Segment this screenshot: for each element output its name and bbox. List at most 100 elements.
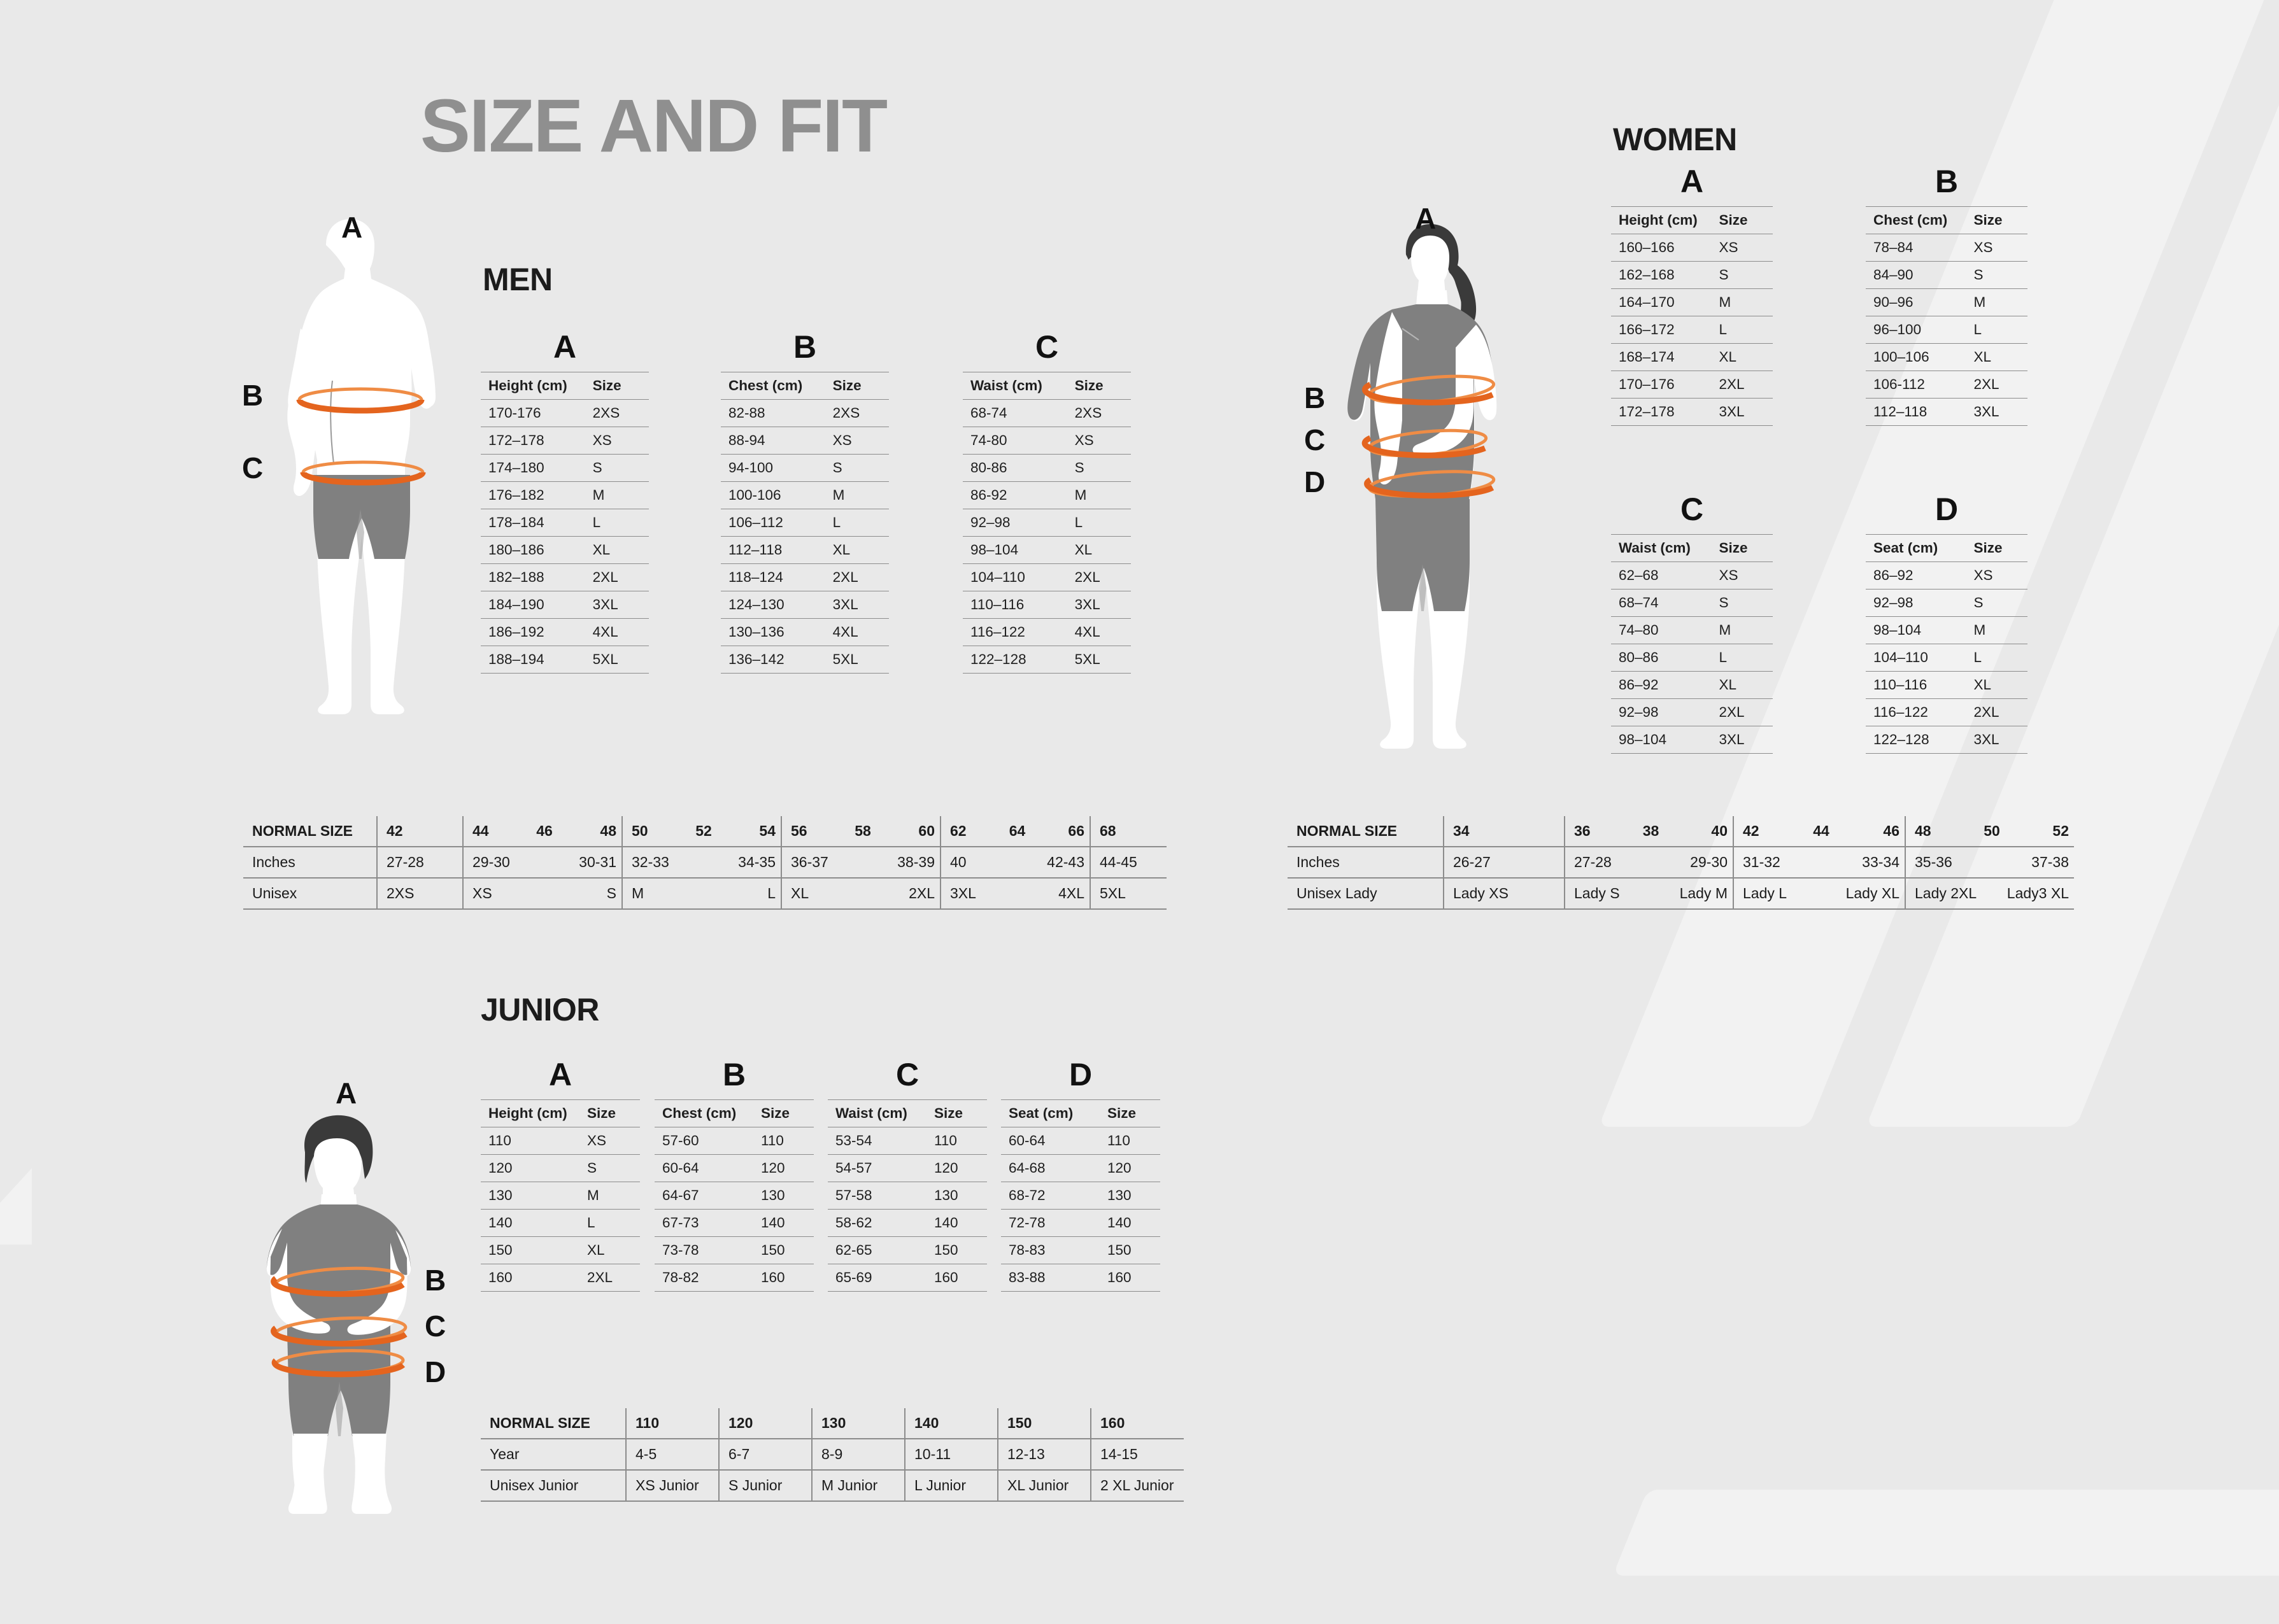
cell-measure: 110 [481, 1127, 579, 1155]
normal-size-value: XS Junior [635, 1477, 699, 1493]
cell-size: 5XL [825, 646, 889, 674]
normal-size-value: Lady 2XL [1915, 885, 1977, 901]
cell-size: XL [1711, 343, 1773, 371]
junior-measurement-table-b: B Chest (cm) Size 57-60 110 60-64 120 64-67 1… [655, 1059, 814, 1292]
junior-figure-label-a: A [336, 1077, 357, 1110]
women-measurement-table-b: B Chest (cm) Size 78–84 XS 84–90 S 90–96 M 96–… [1866, 166, 2027, 426]
cell-size: XL [1966, 343, 2027, 371]
normal-size-value: M Junior [821, 1477, 878, 1493]
normal-size-cell: 140 [904, 1408, 998, 1439]
junior-figure-label-c: C [425, 1310, 446, 1343]
cell-size: 160 [753, 1264, 814, 1292]
cell-size: S [1966, 589, 2027, 617]
normal-size-cell: M Junior [811, 1470, 905, 1502]
normal-size-value: S Junior [728, 1477, 783, 1493]
normal-size-value: 10-11 [914, 1446, 951, 1462]
cell-measure: 162–168 [1611, 261, 1712, 289]
cell-size: XS [825, 427, 889, 455]
normal-size-cell: 27-28 29-30 [1564, 847, 1733, 879]
junior-figure-label-d: D [425, 1355, 446, 1388]
cell-measure: 94-100 [721, 454, 825, 482]
normal-size-value: XL Junior [1007, 1477, 1069, 1493]
cell-size: 160 [1100, 1264, 1160, 1292]
cell-size: M [579, 1182, 640, 1210]
cell-size: 120 [753, 1154, 814, 1182]
cell-size: 120 [1100, 1154, 1160, 1182]
normal-size-cell: 42 [376, 816, 463, 847]
normal-size-row: NORMAL SIZE 110 120 130 140 150 160 [481, 1408, 1184, 1439]
measurement-table: Height (cm) Size 160–166 XS 162–168 S 164–17… [1611, 206, 1773, 426]
cell-measure: 68-72 [1001, 1182, 1100, 1210]
normal-size-value: 27-28 [387, 854, 424, 870]
cell-measure: 74–80 [1611, 616, 1712, 644]
table-row: 130–136 4XL [721, 618, 889, 646]
cell-size: 130 [1100, 1182, 1160, 1210]
cell-measure: 120 [481, 1154, 579, 1182]
women-figure-label-c: C [1304, 423, 1326, 456]
women-figure-label-b: B [1304, 381, 1326, 414]
section-heading-junior: JUNIOR [481, 992, 599, 1027]
column-header-size: Size [585, 372, 649, 400]
table-row: 72-78 140 [1001, 1209, 1160, 1237]
normal-size-value: 56 [791, 823, 807, 839]
table-row: 62–68 XS [1611, 561, 1773, 590]
normal-size-value: 27-28 [1574, 854, 1612, 870]
men-figure: A B C [242, 210, 446, 732]
table-row: 78–84 XS [1866, 234, 2027, 262]
table-letter: B [722, 1057, 746, 1092]
table-row: 84–90 S [1866, 261, 2027, 289]
cell-size: S [585, 454, 649, 482]
normal-size-cell: 29-30 30-31 [462, 847, 622, 879]
column-header-size: Size [1711, 534, 1773, 562]
normal-size-value: 30-31 [579, 854, 616, 870]
table-row: 64-67 130 [655, 1182, 814, 1210]
table-row: 98–104 M [1866, 616, 2027, 644]
table-row: 94-100 S [721, 454, 889, 482]
normal-size-value: 50 [1984, 823, 2000, 839]
cell-size: 130 [753, 1182, 814, 1210]
cell-measure: 112–118 [721, 536, 825, 564]
cell-measure: 172–178 [1611, 398, 1712, 426]
table-row: 104–110 L [1866, 644, 2027, 672]
table-row: 88-94 XS [721, 427, 889, 455]
table-row: 98–104 XL [963, 536, 1131, 564]
cell-size: 3XL [1966, 398, 2027, 426]
women-figure-label-a: A [1415, 202, 1437, 235]
cell-size: M [585, 481, 649, 509]
measurement-table: Seat (cm) Size 86–92 XS 92–98 S 98–104 M 104–1… [1866, 534, 2027, 754]
table-row: 104–110 2XL [963, 563, 1131, 591]
women-measurement-table-c: C Waist (cm) Size 62–68 XS 68–74 S 74–80 M 80–… [1611, 493, 1773, 754]
cell-size: 140 [927, 1209, 987, 1237]
normal-size-value: Lady XS [1453, 885, 1509, 901]
column-header-size: Size [927, 1099, 987, 1127]
normal-size-cell: XS Junior [625, 1470, 719, 1502]
normal-size-value: 42 [387, 823, 403, 839]
normal-size-cell: Lady S Lady M [1564, 878, 1733, 910]
normal-size-value: Lady XL [1845, 885, 1899, 901]
normal-size-cell: 3XL 4XL [940, 878, 1090, 910]
table-row: 110–116 3XL [963, 591, 1131, 619]
cell-measure: 82-88 [721, 399, 825, 427]
cell-size: 3XL [1966, 726, 2027, 754]
table-row: 92–98 2XL [1611, 698, 1773, 726]
cell-measure: 178–184 [481, 509, 585, 537]
cell-size: 4XL [1067, 618, 1131, 646]
cell-measure: 64-68 [1001, 1154, 1100, 1182]
men-measurement-table-a: A Height (cm) Size 170-176 2XS 172–178 XS 17… [481, 331, 649, 674]
normal-size-grid: NORMAL SIZE 42 44 46 48 50 52 54 56 58 60 62 64 66 68 I… [243, 816, 1167, 910]
cell-size: M [825, 481, 889, 509]
table-row: 86–92 XL [1611, 671, 1773, 699]
normal-size-cell: Lady XS [1443, 878, 1565, 910]
cell-measure: 124–130 [721, 591, 825, 619]
table-row: 74–80 M [1611, 616, 1773, 644]
column-header-measure: Height (cm) [481, 372, 585, 400]
normal-size-cell: 34 [1443, 816, 1565, 847]
measurement-table: Waist (cm) Size 53-54 110 54-57 120 57-58 130… [828, 1099, 987, 1292]
cell-measure: 57-60 [655, 1127, 753, 1155]
normal-size-row-label: NORMAL SIZE [481, 1408, 626, 1439]
normal-size-cell: 2 XL Junior [1090, 1470, 1184, 1502]
cell-measure: 64-67 [655, 1182, 753, 1210]
table-row: 78-83 150 [1001, 1236, 1160, 1264]
table-row: 100-106 M [721, 481, 889, 509]
cell-size: XS [1966, 234, 2027, 262]
